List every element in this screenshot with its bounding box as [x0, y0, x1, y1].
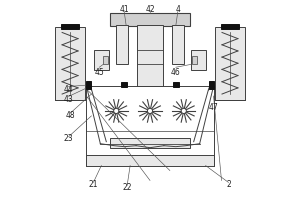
Bar — [172, 25, 184, 64]
Text: 23: 23 — [64, 134, 74, 143]
Bar — [208, 81, 214, 89]
Text: 2: 2 — [226, 180, 231, 189]
Text: 48: 48 — [66, 111, 75, 120]
Bar — [214, 27, 245, 100]
Bar — [173, 82, 179, 87]
Bar — [55, 27, 86, 100]
Bar — [116, 25, 128, 64]
Text: 4: 4 — [176, 5, 180, 14]
Text: 21: 21 — [88, 180, 98, 189]
Text: 43: 43 — [64, 95, 74, 104]
Circle shape — [181, 108, 186, 114]
Text: 45: 45 — [94, 68, 104, 77]
Bar — [110, 138, 190, 148]
Bar — [110, 13, 190, 26]
Bar — [191, 50, 206, 70]
Text: 47: 47 — [209, 103, 218, 112]
Text: 22: 22 — [122, 183, 132, 192]
Text: 42: 42 — [145, 5, 155, 14]
Bar — [86, 155, 214, 166]
Bar — [192, 56, 197, 64]
Circle shape — [147, 108, 153, 114]
Bar — [94, 50, 109, 70]
Bar — [137, 25, 163, 86]
Circle shape — [114, 108, 119, 114]
Text: 44: 44 — [64, 85, 74, 94]
Bar — [121, 82, 127, 87]
Text: 46: 46 — [171, 68, 181, 77]
Bar — [220, 24, 239, 28]
Text: 41: 41 — [119, 5, 129, 14]
Bar — [103, 56, 108, 64]
Bar — [61, 24, 80, 28]
Bar — [86, 81, 92, 89]
